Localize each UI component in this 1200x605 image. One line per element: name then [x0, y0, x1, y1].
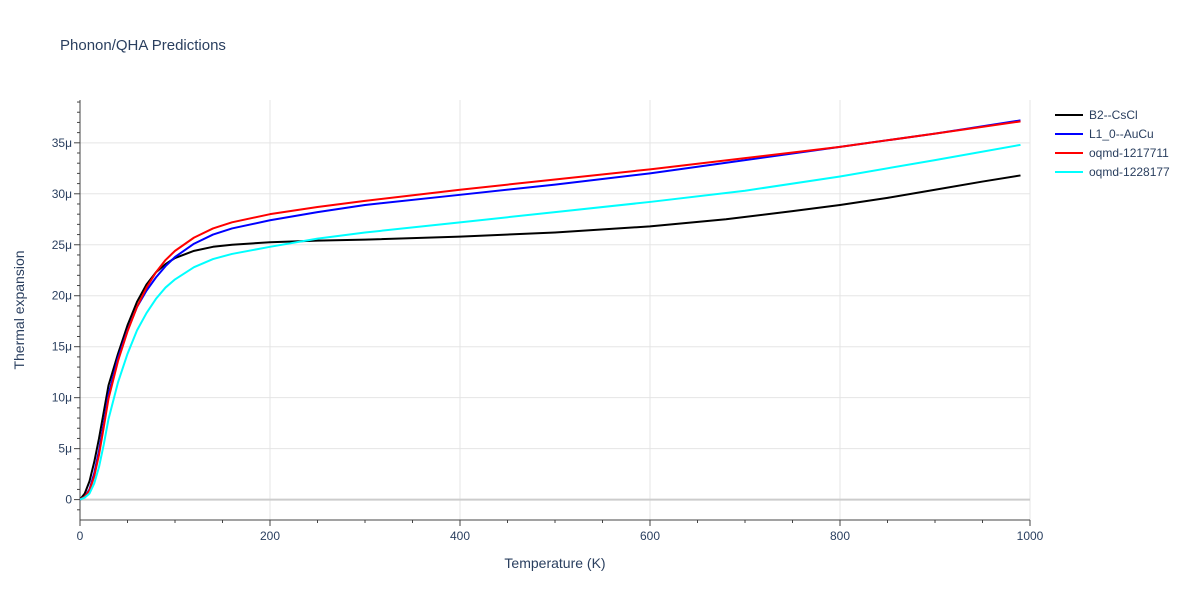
y-tick-label: 10μ [52, 391, 72, 405]
axis-layer: 0 200 400 600 800 1000 0 5μ 10μ 15μ 20μ 25μ 30μ 35μ [52, 100, 1044, 543]
y-tick-label: 5μ [58, 442, 72, 456]
legend-label: oqmd-1228177 [1089, 165, 1170, 179]
grid-layer [80, 100, 1031, 520]
y-tick-label: 25μ [52, 238, 72, 252]
x-tick-label: 1000 [1017, 529, 1044, 543]
x-tick-label: 200 [260, 529, 280, 543]
legend-item[interactable]: oqmd-1228177 [1055, 165, 1170, 179]
legend-label: B2--CsCl [1089, 108, 1138, 122]
series-line-oqmd-1217711 [79, 120, 1021, 501]
legend[interactable]: B2--CsCl L1_0--AuCu oqmd-1217711 oqmd-12281… [1055, 108, 1170, 179]
series-line-B2--CsCl [79, 174, 1021, 501]
y-tick-label: 20μ [52, 289, 72, 303]
y-tick-label: 0 [65, 493, 72, 507]
y-tick-label: 30μ [52, 187, 72, 201]
legend-label: L1_0--AuCu [1089, 127, 1154, 141]
series-line-oqmd-1228177 [79, 143, 1021, 501]
x-axis-title: Temperature (K) [504, 555, 605, 571]
chart-title: Phonon/QHA Predictions [60, 37, 226, 54]
x-tick-label: 600 [640, 529, 660, 543]
series-layer [79, 119, 1021, 501]
legend-item[interactable]: L1_0--AuCu [1055, 127, 1154, 141]
x-tick-label: 400 [450, 529, 470, 543]
legend-label: oqmd-1217711 [1089, 146, 1169, 160]
y-axis-title: Thermal expansion [11, 250, 27, 369]
x-tick-label: 0 [77, 529, 84, 543]
y-tick-label: 15μ [52, 340, 72, 354]
x-tick-label: 800 [830, 529, 850, 543]
legend-item[interactable]: oqmd-1217711 [1055, 146, 1169, 160]
y-tick-label: 35μ [52, 136, 72, 150]
legend-item[interactable]: B2--CsCl [1055, 108, 1138, 122]
series-line-L1_0--AuCu [79, 119, 1021, 501]
